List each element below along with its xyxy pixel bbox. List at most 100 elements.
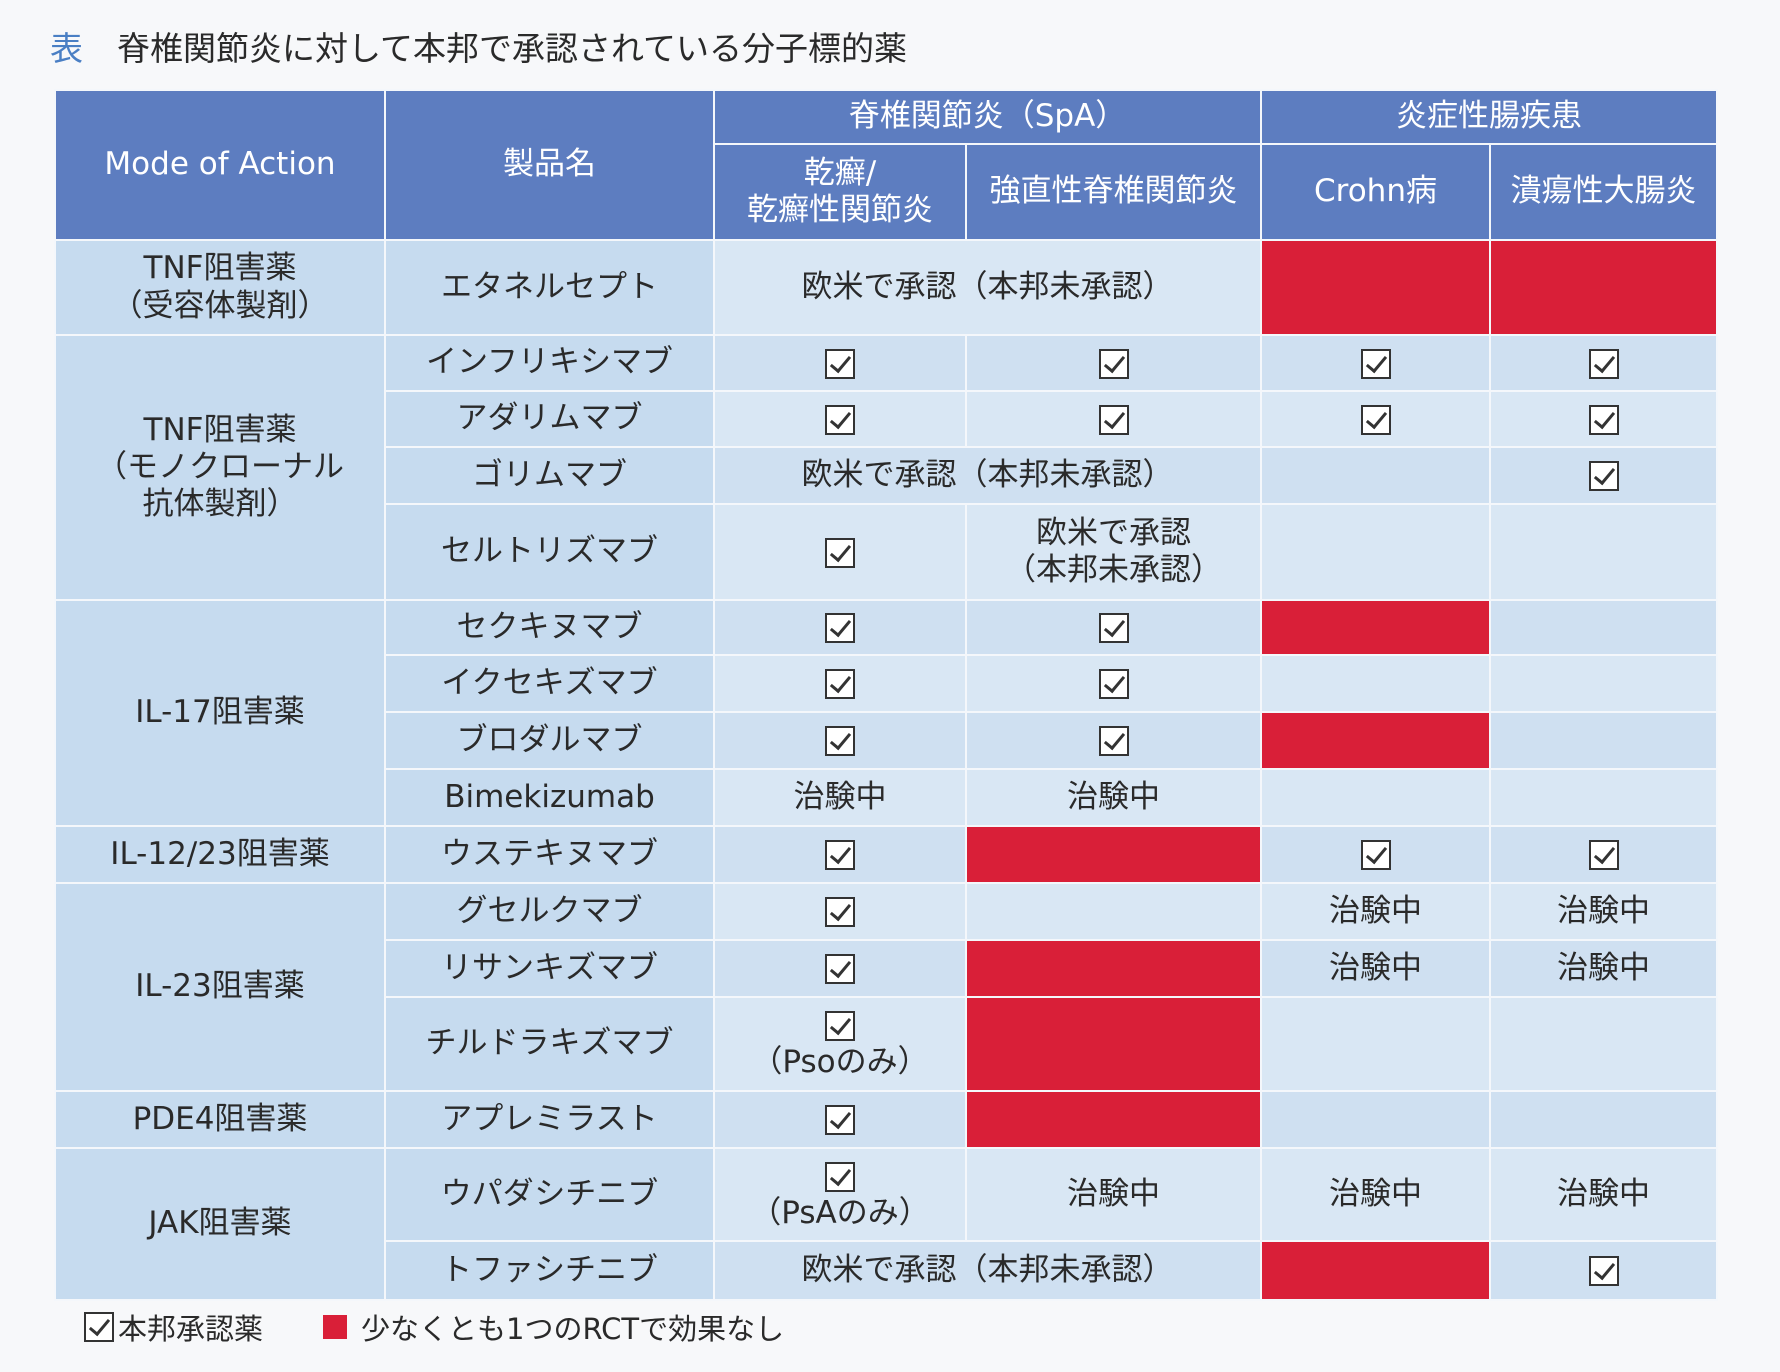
cell: [1489, 390, 1718, 448]
table: Mode of Action 製品名 脊椎関節炎（SpA） 炎症性腸疾患 乾癬/…: [54, 89, 1718, 1301]
cell: 治験中: [965, 768, 1262, 827]
header-cell: Mode of Action: [54, 89, 386, 241]
cell: [713, 390, 967, 448]
check: [825, 897, 855, 928]
cell: 治験中: [713, 768, 967, 827]
cell: [1260, 654, 1491, 713]
cell: [1260, 446, 1491, 505]
check: [1098, 669, 1129, 700]
cell: [713, 654, 967, 713]
legend-check: [84, 1312, 114, 1342]
row: リサンキズマブ 治験中 治験中: [55, 939, 1718, 998]
cell: [1260, 599, 1491, 656]
cell: [713, 939, 967, 998]
title-text: 脊椎関節炎に対して本邦で承認されている分子標的薬: [117, 29, 908, 68]
check: [1360, 404, 1391, 435]
product-cell: エタネルセプト: [384, 239, 715, 336]
cell: [1260, 711, 1491, 770]
check: [825, 404, 855, 435]
cell: [1489, 654, 1718, 713]
check: [825, 669, 855, 700]
row: JAK阻害薬 ウパダシチニブ （PsAのみ） 治験中 治験中 治験中: [54, 1147, 1718, 1301]
product-cell: ウパダシチニブ: [384, 1147, 715, 1242]
mode-cell: IL-12/23阻害薬: [54, 825, 386, 884]
row: チルドラキズマブ （Psoのみ）: [55, 996, 1718, 1092]
cell: [1489, 711, 1718, 770]
mode-cell: JAK阻害薬: [54, 1147, 386, 1301]
row: アダリムマブ: [55, 390, 1718, 448]
check: [1588, 840, 1619, 871]
cell: [1260, 825, 1491, 884]
product-cell: Bimekizumab: [384, 768, 715, 827]
mode-cell: IL-17阻害薬: [54, 599, 386, 827]
check: [825, 1161, 855, 1192]
mode-cell: IL-23阻害薬: [54, 882, 386, 1092]
cell-note: （PsAのみ）: [750, 1194, 930, 1231]
cell: 欧米で承認（本邦未承認）: [713, 1240, 1262, 1301]
row: イクセキズマブ: [55, 654, 1718, 713]
cell: （Psoのみ）: [713, 996, 967, 1092]
check: [825, 726, 855, 757]
header-cell: Crohn病: [1260, 143, 1491, 241]
product-cell: セクキヌマブ: [384, 599, 715, 656]
cell: [1489, 996, 1718, 1092]
mode-cell: TNF阻害薬 （モノクローナル 抗体製剤）: [54, 334, 386, 601]
product-cell: アプレミラスト: [384, 1090, 715, 1149]
header-cell: 乾癬/ 乾癬性関節炎: [713, 143, 967, 241]
check: [825, 537, 855, 568]
product-cell: ブロダルマブ: [384, 711, 715, 770]
check: [825, 840, 855, 871]
check: [825, 1011, 855, 1042]
cell: [713, 503, 967, 601]
check: [1360, 348, 1391, 379]
check: [1098, 404, 1129, 435]
check: [1588, 404, 1619, 435]
product-cell: イクセキズマブ: [384, 654, 715, 713]
header-row: 乾癬/ 乾癬性関節炎 強直性脊椎関節炎 Crohn病 潰瘍性大腸炎: [55, 143, 1718, 241]
cell: [713, 599, 967, 656]
product-cell: グセルクマブ: [384, 882, 715, 941]
cell: 治験中: [1260, 1147, 1491, 1242]
product-cell: ゴリムマブ: [384, 446, 715, 505]
legend-red: [323, 1315, 348, 1339]
row: トファシチニブ 欧米で承認（本邦未承認）: [55, 1240, 1718, 1301]
cell: 治験中: [1489, 882, 1718, 941]
product-cell: チルドラキズマブ: [384, 996, 715, 1092]
product-cell: インフリキシマブ: [384, 334, 715, 392]
mode-cell: TNF阻害薬 （受容体製剤）: [54, 239, 386, 336]
check: [1588, 461, 1619, 492]
check: [1588, 1256, 1619, 1287]
cell: [965, 939, 1262, 998]
cell: [1260, 239, 1491, 336]
cell: 治験中: [1489, 939, 1718, 998]
check: [1360, 840, 1391, 871]
product-cell: セルトリズマブ: [384, 503, 715, 601]
cell: [965, 599, 1262, 656]
row: TNF阻害薬 （モノクローナル 抗体製剤） インフリキシマブ: [54, 334, 1718, 601]
cell: [1260, 334, 1491, 392]
legend-text: 本邦承認薬: [118, 1312, 264, 1346]
cell: [1489, 768, 1718, 827]
check: [825, 613, 855, 644]
cell: [1489, 599, 1718, 656]
cell: [713, 334, 967, 392]
cell: [965, 654, 1262, 713]
check: [1098, 348, 1129, 379]
cell: [713, 825, 967, 884]
product-cell: リサンキズマブ: [384, 939, 715, 998]
legend: 本邦承認薬 少なくとも1つのRCTで効果なし: [84, 1306, 784, 1348]
cell: [965, 334, 1262, 392]
cell: [1489, 334, 1718, 392]
row: IL-12/23阻害薬 ウステキヌマブ: [54, 825, 1718, 884]
cell: [1260, 503, 1491, 601]
cell: [1260, 996, 1491, 1092]
cell: 治験中: [1260, 882, 1491, 941]
cell: [713, 711, 967, 770]
cell: [965, 882, 1262, 941]
cell: 欧米で承認（本邦未承認）: [713, 239, 1262, 336]
title-label: 表: [50, 29, 83, 68]
cell: [965, 825, 1262, 884]
check: [1098, 613, 1129, 644]
product-cell: アダリムマブ: [384, 390, 715, 448]
